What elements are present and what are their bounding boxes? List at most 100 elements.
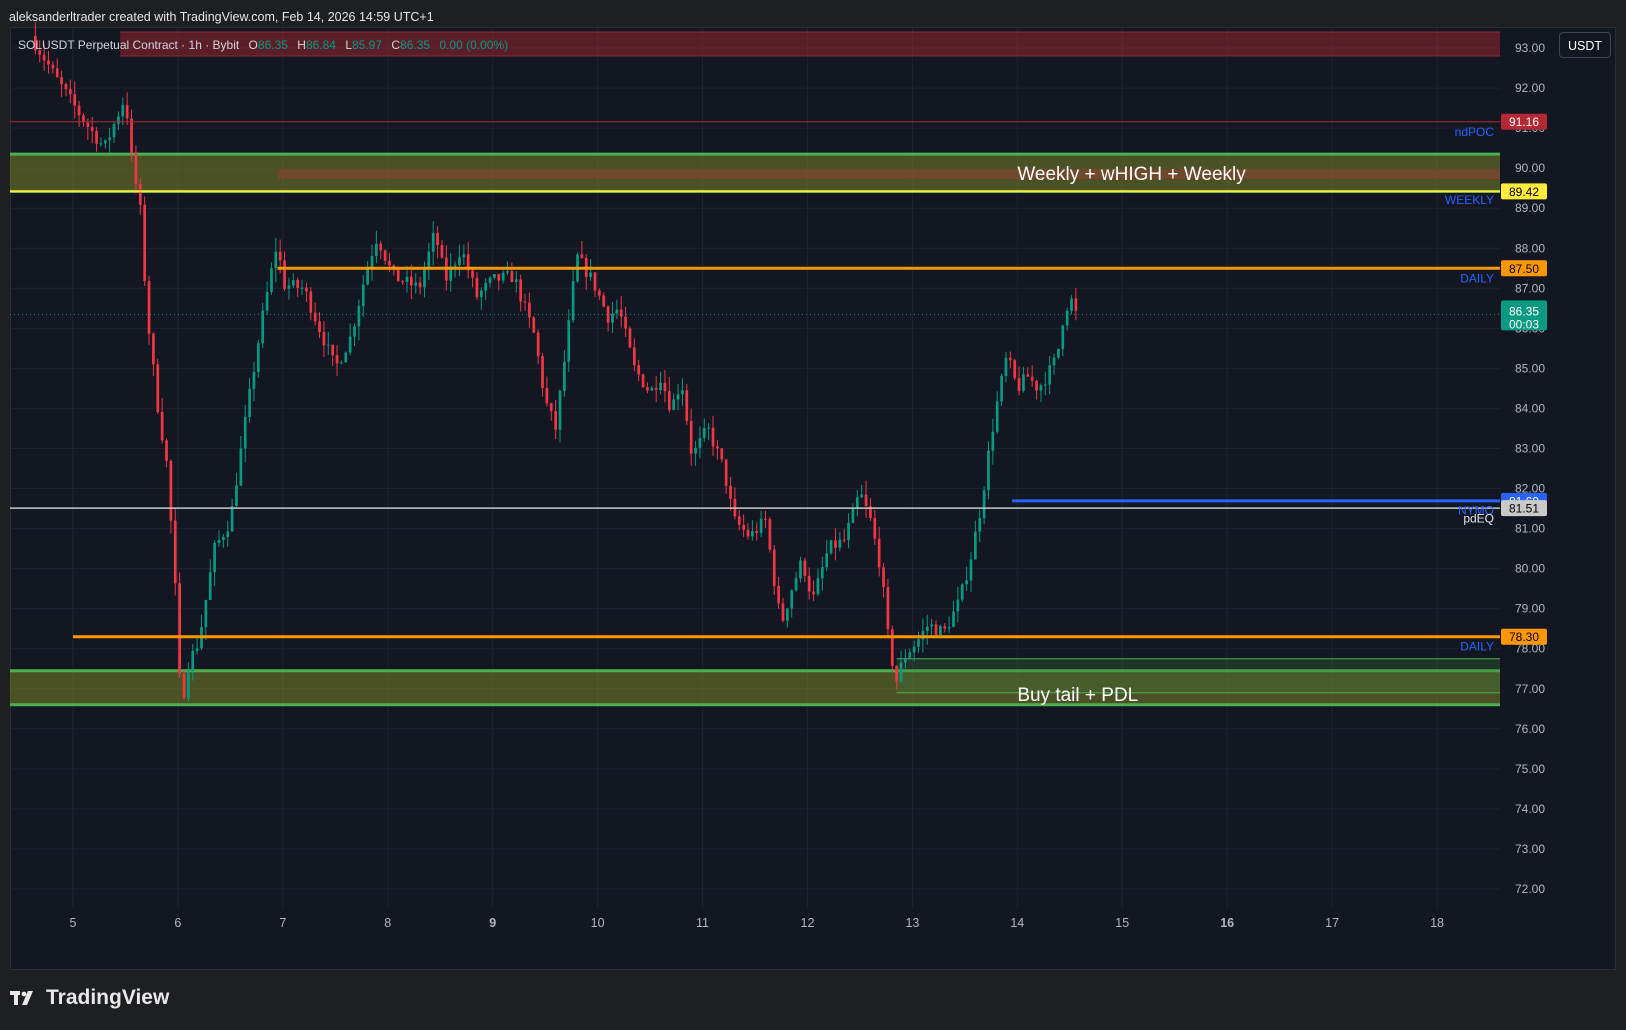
candle-body [357,305,361,327]
close-key: C [391,38,401,52]
candle-body [204,599,208,628]
candle-body [331,344,335,356]
candle-body [1052,357,1056,366]
candle-body [1061,325,1065,349]
price-tick-label: 84.00 [1515,401,1545,415]
candle-body [265,291,269,311]
candle-body [952,611,955,628]
candle-body [99,143,103,145]
candle-body [309,291,313,313]
candle-body [1039,385,1043,391]
price-tick-label: 90.00 [1515,161,1545,175]
candle-body [169,460,173,521]
candle-body [737,516,741,526]
price-tick-label: 82.00 [1515,482,1545,496]
candle-body [904,657,907,663]
candle-body [632,347,636,366]
candle-body [611,313,614,323]
level-name: ndPOC [1455,125,1495,139]
chart-annotation: Buy tail + PDL [1017,685,1138,706]
candle-body [322,332,326,346]
candle-body [589,272,592,277]
candle-body [908,652,912,658]
candles-layer [34,23,1078,702]
time-tick-label: 18 [1430,916,1444,930]
candle-body [751,531,754,537]
candle-body [77,105,81,116]
last-price-value: 86.35 [1509,304,1539,318]
candle-body [781,603,785,621]
candle-body [619,309,623,317]
candle-body [650,387,654,391]
candle-body [593,272,597,291]
candle-body [388,260,391,266]
candle-body [497,274,501,281]
candle-body [694,447,697,454]
price-tick-label: 73.00 [1515,842,1545,856]
chart-annotation: Weekly + wHIGH + Weekly [1017,164,1246,185]
candle-body [514,279,518,282]
candle-body [117,116,120,125]
candle-body [882,567,885,587]
candle-body [1070,298,1073,311]
candle-body [335,355,339,364]
candle-body [755,531,759,533]
level-name: pdEQ [1463,512,1494,526]
candle-body [716,446,719,449]
level-price-value: 78.30 [1509,630,1539,644]
candle-body [479,290,483,298]
symbol-legend[interactable]: SOLUSDT Perpetual Contract · 1h · Bybit … [18,38,508,52]
time-tick-label: 9 [489,916,496,930]
price-tick-label: 83.00 [1515,441,1545,455]
candle-body [134,152,138,184]
price-tick-label: 74.00 [1515,802,1545,816]
candle-body [820,567,824,579]
candle-body [235,485,238,506]
candle-body [121,104,125,117]
candle-body [807,575,811,592]
candle-body [545,387,549,404]
candle-body [803,560,807,576]
candle-body [646,387,649,391]
candle-body [637,365,641,375]
candle-body [519,279,523,302]
candle-body [825,553,829,568]
candle-body [256,343,260,372]
candle-body [506,271,509,273]
candle-body [318,321,321,333]
tradingview-logo: TradingView [10,986,169,1010]
price-tick-label: 78.00 [1515,642,1545,656]
candle-body [344,352,348,363]
candle-body [191,650,195,672]
time-tick-label: 7 [279,916,286,930]
candle-body [982,490,986,519]
price-tick-label: 93.00 [1515,41,1545,55]
brand-name: TradingView [46,986,170,1009]
candle-body [340,362,343,364]
candle-body [838,539,842,548]
zones-layer [10,31,1501,707]
candle-body [278,251,282,261]
candle-body [182,674,186,699]
candle-body [772,549,776,586]
open-key: O [248,38,258,52]
candle-body [563,361,566,391]
price-zone [120,32,1501,57]
candle-body [943,626,947,629]
candle-body [410,276,413,286]
candle-body [1000,375,1003,402]
candle-body [847,522,850,541]
candle-body [917,639,920,647]
candle-body [370,256,374,268]
candle-body [230,505,234,532]
candle-body [842,539,846,541]
candle-body [1074,298,1078,311]
candle-body [794,578,798,591]
level-name: DAILY [1460,640,1494,654]
candle-body [82,115,85,123]
currency-unit-button[interactable]: USDT [1559,32,1611,58]
candle-body [418,282,422,288]
candle-body [1057,348,1060,358]
candle-body [103,140,107,144]
